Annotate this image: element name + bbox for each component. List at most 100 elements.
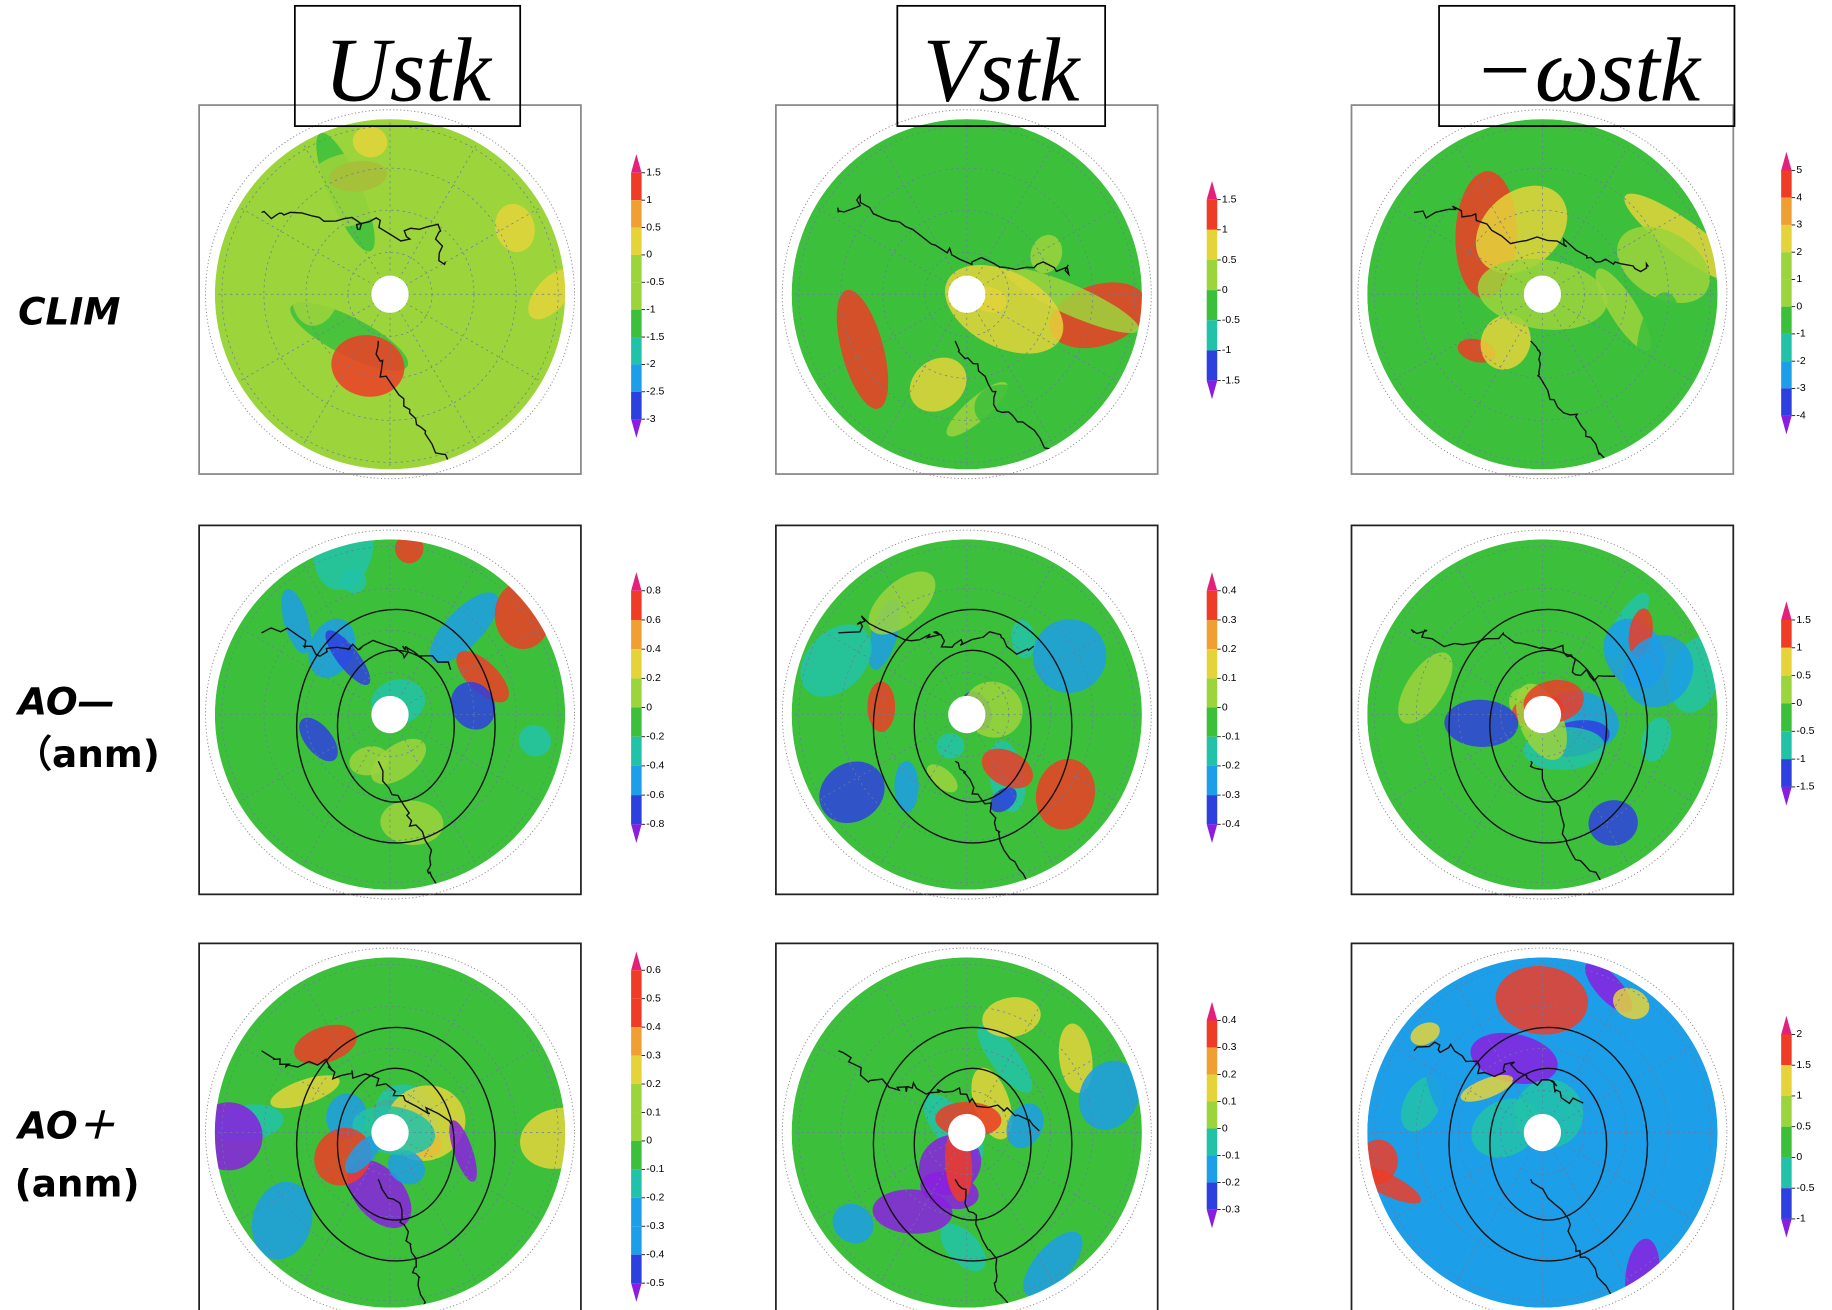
colorbar-segment [1781, 648, 1792, 676]
colorbar-tick-label: 0.4 [646, 643, 661, 655]
colorbar-tick-label: 1.5 [1222, 193, 1237, 205]
pole-hole [1524, 696, 1561, 733]
pole-hole [948, 276, 985, 313]
colorbar-top-triangle [1207, 1002, 1218, 1021]
colorbar-tick-label: 0.1 [1222, 1095, 1237, 1107]
colorbar-segment [631, 1169, 642, 1197]
colorbar-top-triangle [1781, 152, 1792, 171]
row-label: (anm) [15, 1162, 140, 1206]
pole-hole [371, 276, 408, 313]
colorbar-segment [1207, 1102, 1218, 1129]
column-title: Ustk [324, 19, 492, 120]
colorbar-tick-label: 0.6 [646, 614, 661, 626]
colorbar-tick-label: 1.5 [1796, 1059, 1811, 1071]
colorbar-tick-label: -0.5 [1796, 1182, 1814, 1194]
colorbar-tick-label: 1 [1796, 273, 1802, 285]
colorbar-tick-label: 0 [646, 1135, 652, 1147]
colorbar-segment [631, 364, 642, 391]
colorbar-tick-label: 2 [1796, 246, 1802, 258]
map-blob [867, 681, 895, 731]
colorbar-tick-label: -0.1 [1222, 1149, 1240, 1161]
row-label: （anm) [15, 732, 160, 776]
colorbar-tick-label: 0.5 [1222, 254, 1237, 266]
colorbar-segment [1781, 361, 1792, 388]
colorbar-tick-label: 0.8 [646, 585, 661, 597]
colorbar-segment [631, 1141, 642, 1169]
colorbar-segment [631, 1112, 642, 1140]
colorbar-segment [1207, 766, 1218, 795]
colorbar-tick-label: -0.5 [646, 276, 664, 288]
colorbar-tick-label: 5 [1796, 164, 1802, 176]
colorbar-tick-label: 1 [1796, 642, 1802, 654]
colorbar-segment [1207, 1183, 1218, 1210]
colorbar-tick-label: -0.3 [646, 1220, 664, 1232]
colorbar-tick-label: -1 [1796, 753, 1805, 765]
colorbar-segment [631, 766, 642, 795]
colorbar-segment [1207, 795, 1218, 824]
colorbar-segment [631, 310, 642, 337]
colorbar-segment [1207, 649, 1218, 678]
colorbar-segment [631, 337, 642, 364]
colorbar-tick-label: 0 [646, 249, 652, 261]
colorbar-bottom-triangle [1781, 1219, 1792, 1238]
colorbar-tick-label: -0.1 [646, 1163, 664, 1175]
colorbar-tick-label: -3 [646, 413, 655, 425]
colorbar-tick-label: 0 [1796, 1151, 1802, 1163]
colorbar-tick-label: 0.3 [1222, 1041, 1237, 1053]
colorbar-segment [1207, 620, 1218, 649]
map-panel [1351, 105, 1753, 479]
colorbar-segment [631, 970, 642, 998]
colorbar-tick-label: -1 [1222, 344, 1231, 356]
figure: 1.510.50-0.5-1-1.5-2-2.5-31.510.50-0.5-1… [0, 0, 1832, 1310]
colorbar-tick-label: -4 [1796, 409, 1805, 421]
colorbar-tick-label: 0.3 [1222, 614, 1237, 626]
colorbar-tick-label: 0.5 [1796, 669, 1811, 681]
colorbar-tick-label: 0.1 [1222, 672, 1237, 684]
colorbar-tick-label: -1 [1796, 1213, 1805, 1225]
colorbar-segment [1781, 1127, 1792, 1158]
colorbar-segment [1207, 230, 1218, 260]
colorbar-segment [631, 1198, 642, 1226]
map-panel [183, 943, 604, 1310]
colorbar-segment [1781, 1188, 1792, 1219]
column-title: −ωstk [1473, 19, 1701, 120]
colorbar-bottom-triangle [631, 824, 642, 843]
colorbar-segment [631, 1027, 642, 1055]
colorbar-top-triangle [1781, 601, 1792, 620]
colorbar-segment [1207, 1020, 1218, 1047]
colorbar-segment [631, 737, 642, 766]
colorbar-tick-label: 0.5 [646, 992, 661, 1004]
colorbar-tick-label: 0 [1222, 284, 1228, 296]
colorbar-segment [631, 1226, 642, 1254]
colorbar-tick-label: 0.4 [1222, 585, 1237, 597]
map-panel [1344, 943, 1734, 1310]
colorbar-bottom-triangle [631, 419, 642, 438]
colorbar-tick-label: -2 [646, 358, 655, 370]
colorbar-segment [1207, 290, 1218, 320]
colorbar-tick-label: 1 [1222, 224, 1228, 236]
colorbar-segment [1207, 260, 1218, 290]
colorbar-tick-label: 0.5 [1796, 1120, 1811, 1132]
colorbar-segment [1207, 1156, 1218, 1183]
colorbar-segment [1781, 279, 1792, 306]
map-panel [199, 105, 583, 484]
colorbar-tick-label: -0.5 [1222, 314, 1240, 326]
colorbar-tick-label: 0.4 [646, 1021, 661, 1033]
colorbar-tick-label: 0.2 [1222, 643, 1237, 655]
colorbar-tick-label: 0 [1796, 697, 1802, 709]
colorbar-top-triangle [1207, 181, 1218, 200]
colorbar-segment [1781, 1065, 1792, 1096]
colorbar-tick-label: -0.5 [646, 1277, 664, 1289]
colorbar-segment [1781, 759, 1792, 787]
colorbar-tick-label: 1.5 [646, 167, 661, 179]
colorbar-segment [631, 200, 642, 227]
colorbar-tick-label: -1.5 [646, 331, 664, 343]
colorbar-tick-label: 2 [1796, 1028, 1802, 1040]
colorbar-tick-label: -1 [646, 303, 655, 315]
colorbar-bottom-triangle [1207, 824, 1218, 843]
column-title: Vstk [923, 19, 1081, 120]
colorbar-segment [1781, 703, 1792, 731]
colorbar-segment [1207, 350, 1218, 380]
colorbar-bottom-triangle [1207, 381, 1218, 400]
colorbar-tick-label: 0 [1796, 300, 1802, 312]
